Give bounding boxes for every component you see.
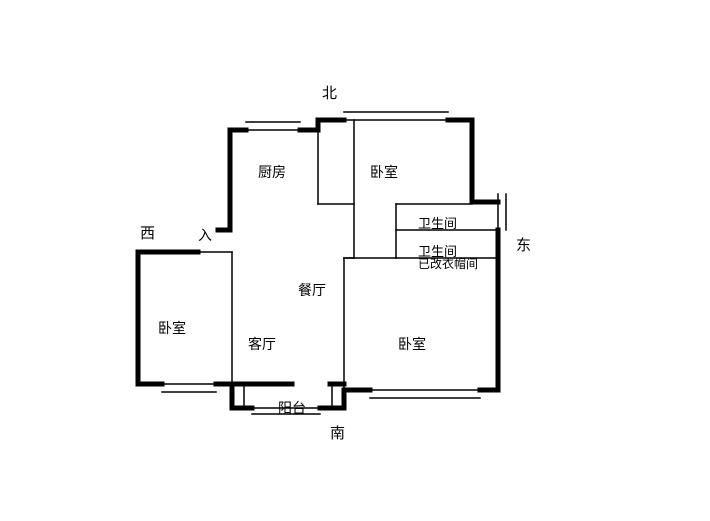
room-bedroom-west: 卧室 <box>158 318 186 338</box>
room-balcony: 阳台 <box>278 398 306 418</box>
compass-south: 南 <box>330 422 345 443</box>
room-living: 客厅 <box>248 334 276 354</box>
compass-east: 东 <box>516 234 531 255</box>
room-bedroom-se: 卧室 <box>398 334 426 354</box>
room-kitchen: 厨房 <box>258 162 286 182</box>
room-bathroom: 卫生间 <box>418 213 457 232</box>
room-bedroom-north: 卧室 <box>370 162 398 182</box>
room-dining: 餐厅 <box>298 280 326 300</box>
floorplan-svg <box>0 0 710 521</box>
room-bathroom2-line2: 已改衣帽间 <box>418 255 478 272</box>
compass-west: 西 <box>140 222 155 243</box>
compass-north: 北 <box>322 82 337 103</box>
entrance-marker: 入 <box>198 225 212 245</box>
